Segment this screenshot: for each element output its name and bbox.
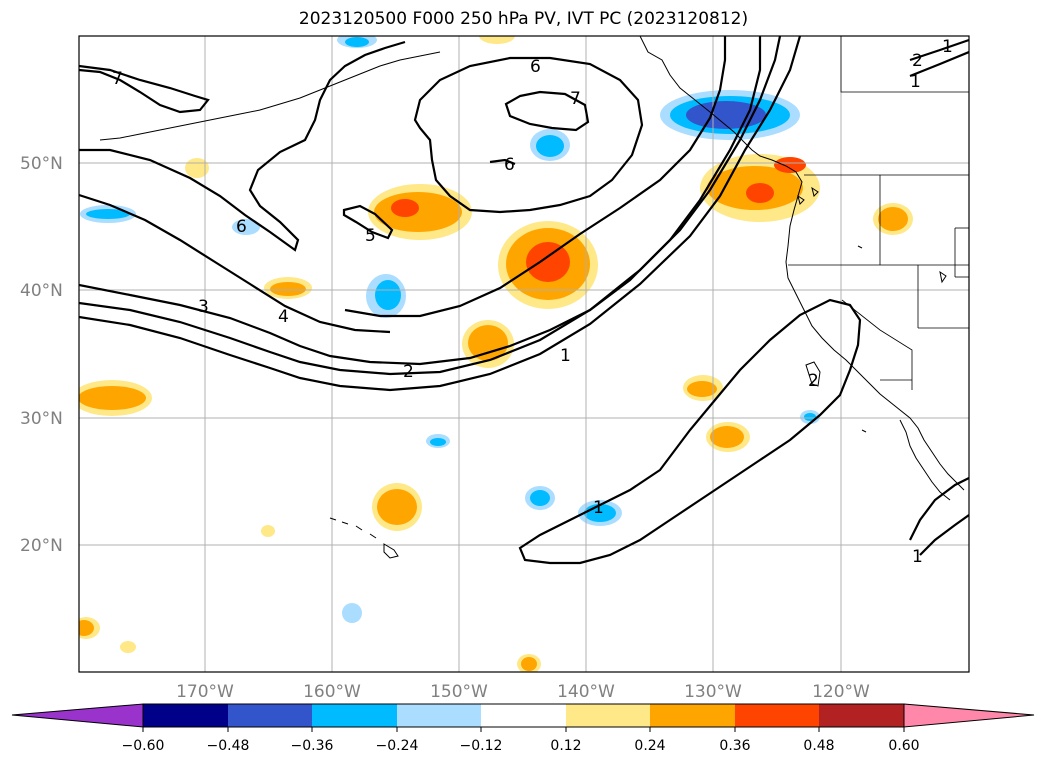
lon-label: 150°W (430, 682, 488, 702)
lat-labels: 50°N 40°N 30°N 20°N (20, 154, 63, 556)
contour-label: 5 (365, 226, 376, 246)
lon-label: 140°W (557, 682, 615, 702)
lon-label: 160°W (303, 682, 361, 702)
contour-label: 7 (570, 89, 581, 109)
colorbar-tick-label: 0.24 (634, 738, 665, 754)
colorbar-segment (143, 704, 228, 727)
gridlines (79, 36, 969, 672)
contour-label: 6 (236, 217, 247, 237)
contour-label: 3 (198, 297, 209, 317)
contour-label: 2 (912, 51, 923, 71)
colorbar-segment (819, 704, 904, 727)
colorbar-tick-label: 0.48 (803, 738, 834, 754)
colorbar-outline (142, 703, 905, 728)
lon-labels: 170°W 160°W 150°W 140°W 130°W 120°W (176, 682, 870, 702)
colorbar-segment (650, 704, 735, 727)
map-frame (78, 35, 970, 673)
colorbar-extend-high (903, 703, 1035, 728)
political-borders (788, 36, 969, 390)
map-title: 2023120500 F000 250 hPa PV, IVT PC (2023… (298, 9, 749, 29)
colorbar-tick-label: 0.36 (719, 738, 750, 754)
lon-label: 170°W (176, 682, 234, 702)
contour-label: 7 (112, 69, 123, 89)
colorbar-ticks (142, 727, 905, 732)
colorbar-segment (312, 704, 397, 727)
contour-labels: 7 6 7 6 6 5 4 3 2 1 1 2 1 2 1 1 (112, 37, 953, 567)
colorbar-segment (228, 704, 312, 727)
contour-label: 6 (530, 57, 541, 77)
lat-label: 30°N (20, 409, 63, 429)
lon-label: 120°W (812, 682, 870, 702)
colorbar-tick-label: −0.48 (207, 738, 250, 754)
colorbar-tick-label: 0.60 (888, 738, 919, 754)
contour-label: 2 (808, 371, 819, 391)
lon-label: 130°W (684, 682, 742, 702)
contour-label: 6 (504, 155, 515, 175)
colorbar-segment (397, 704, 481, 727)
colorbar-tick-label: −0.36 (291, 738, 334, 754)
contour-label: 2 (403, 362, 414, 382)
colorbar-segment (566, 704, 650, 727)
colorbar-segment (735, 704, 819, 727)
contour-label: 1 (942, 37, 953, 57)
lat-label: 50°N (20, 154, 63, 174)
contour-label: 4 (278, 307, 289, 327)
contour-label: 1 (560, 346, 571, 366)
colorbar-tick-label: −0.60 (122, 738, 165, 754)
colorbar-segment (481, 704, 566, 727)
contour-label: 1 (910, 72, 921, 92)
ivt-contours (79, 36, 969, 565)
colorbar-tick-label: −0.24 (376, 738, 419, 754)
colorbar-tick-label: 0.12 (550, 738, 581, 754)
contour-label: 1 (593, 498, 604, 518)
colorbar-tick-label: −0.12 (460, 738, 503, 754)
colorbar: −0.60 −0.48 −0.36 −0.24 −0.12 0.12 0.24 … (11, 703, 1035, 754)
coastlines (99, 36, 965, 559)
lat-label: 40°N (20, 281, 63, 301)
colorbar-extend-low (11, 703, 144, 728)
lat-label: 20°N (20, 536, 63, 556)
contour-label: 1 (912, 547, 923, 567)
